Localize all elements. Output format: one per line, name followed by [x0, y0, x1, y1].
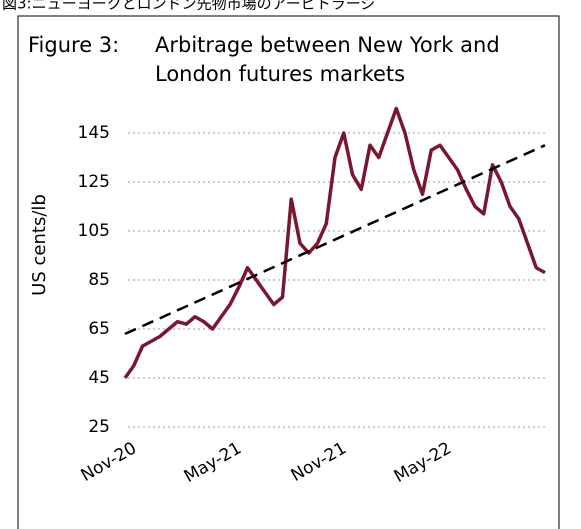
x-tick-label: May-21: [181, 438, 245, 487]
y-tick-label: 145: [78, 123, 110, 143]
trend-line: [124, 144, 546, 336]
frame: [17, 15, 560, 529]
x-tick-label: Nov-21: [288, 438, 350, 486]
caption: 図3:ニューヨークとロンドン先物市場のアービトラージ: [2, 0, 375, 13]
y-tick-label: 125: [78, 172, 110, 192]
chart-title: Arbitrage between New York and: [155, 33, 500, 57]
data-line: [123, 106, 546, 380]
figure-number: Figure 3:: [28, 33, 119, 57]
y-tick-label: 105: [78, 221, 110, 241]
y-axis-label: US cents/lb: [29, 194, 50, 296]
y-tick-label: 45: [88, 368, 110, 388]
chart-title: London futures markets: [155, 62, 405, 86]
x-tick-label: May-22: [391, 438, 455, 487]
y-tick-label: 85: [88, 270, 110, 290]
y-tick-label: 65: [88, 319, 110, 339]
y-tick-label: 25: [88, 417, 110, 437]
x-tick-label: Nov-20: [78, 438, 140, 486]
